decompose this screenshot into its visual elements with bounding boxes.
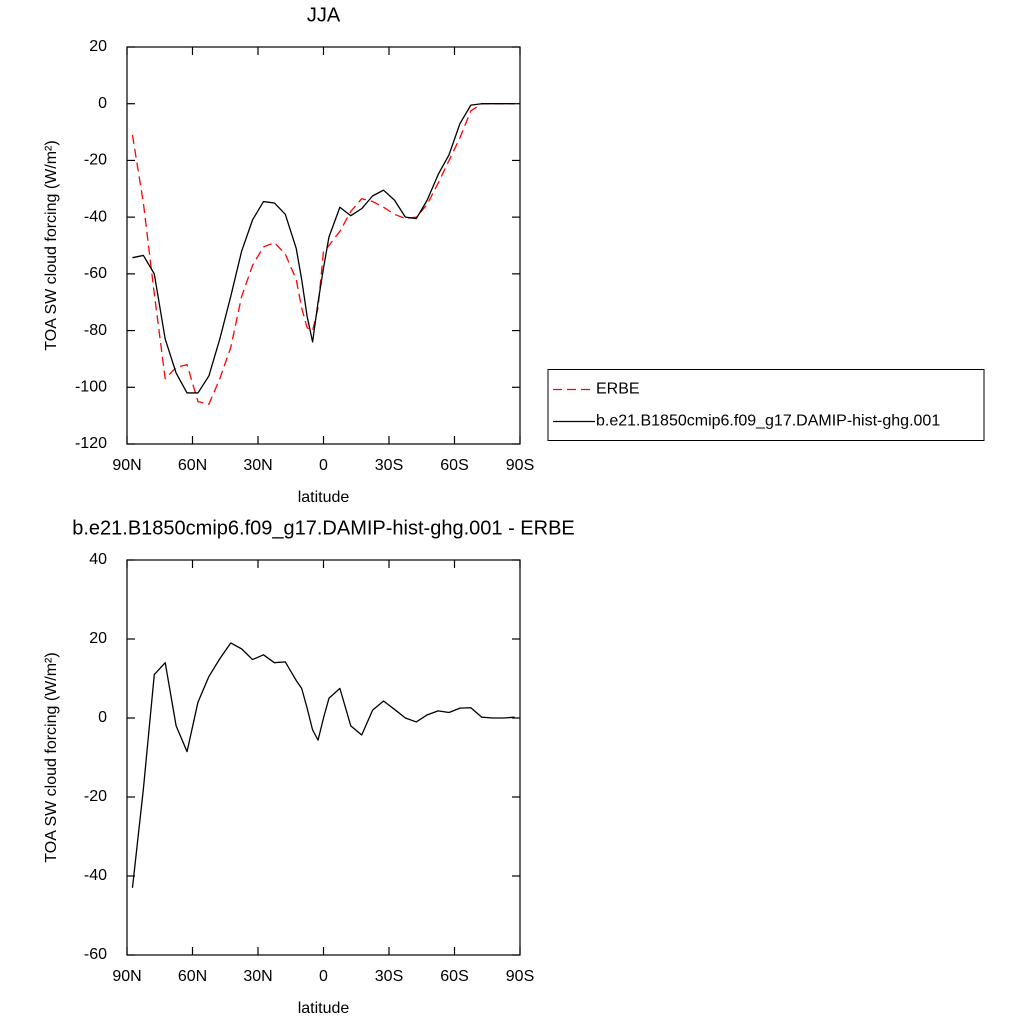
data-line <box>131 103 515 405</box>
y-tick-label: 0 <box>98 95 107 112</box>
data-line <box>132 103 515 394</box>
y-tick-label: -60 <box>84 265 107 282</box>
plot-frame <box>126 559 521 956</box>
y-tick-label: -20 <box>84 788 107 805</box>
y-tick-label: -20 <box>84 152 107 169</box>
x-tick-label: 30S <box>375 968 403 985</box>
x-tick-label: 60N <box>178 457 207 474</box>
legend-label: ERBE <box>596 381 640 398</box>
x-tick-label: 60S <box>440 968 468 985</box>
legend: ERBE b.e21.B1850cmip6.f09_g17.DAMIP-hist-… <box>547 369 985 441</box>
x-tick-label: 0 <box>319 968 328 985</box>
y-tick-label: 40 <box>89 551 107 568</box>
x-tick-label: 0 <box>319 457 328 474</box>
y-tick-label: 20 <box>89 630 107 647</box>
x-axis-label: latitude <box>298 489 350 506</box>
data-line <box>131 642 515 888</box>
y-tick-label: -80 <box>84 322 107 339</box>
x-tick-label: 60N <box>178 968 207 985</box>
x-tick-label: 30S <box>375 457 403 474</box>
x-tick-label: 60S <box>440 457 468 474</box>
x-tick-label: 90N <box>112 968 141 985</box>
x-axis-label: latitude <box>298 1000 350 1017</box>
y-tick-label: -40 <box>84 867 107 884</box>
x-tick-label: 90N <box>112 457 141 474</box>
y-tick-label: -100 <box>75 379 107 396</box>
y-axis-label: TOA SW cloud forcing (W/m²) <box>43 140 60 350</box>
y-tick-label: -60 <box>84 946 107 963</box>
y-axis-label: TOA SW cloud forcing (W/m²) <box>43 652 60 862</box>
y-tick-label: 20 <box>89 38 107 55</box>
x-tick-label: 30N <box>243 457 272 474</box>
legend-label: b.e21.B1850cmip6.f09_g17.DAMIP-hist-ghg.… <box>596 413 940 430</box>
plot-frame <box>126 46 521 445</box>
y-tick-label: -120 <box>75 435 107 452</box>
y-tick-label: 0 <box>98 709 107 726</box>
x-tick-label: 30N <box>243 968 272 985</box>
x-tick-label: 90S <box>506 457 534 474</box>
chart-title: b.e21.B1850cmip6.f09_g17.DAMIP-hist-ghg.… <box>72 517 575 539</box>
legend-box <box>547 369 985 441</box>
y-tick-label: -40 <box>84 208 107 225</box>
x-tick-label: 90S <box>506 968 534 985</box>
chart-title: JJA <box>307 4 341 26</box>
